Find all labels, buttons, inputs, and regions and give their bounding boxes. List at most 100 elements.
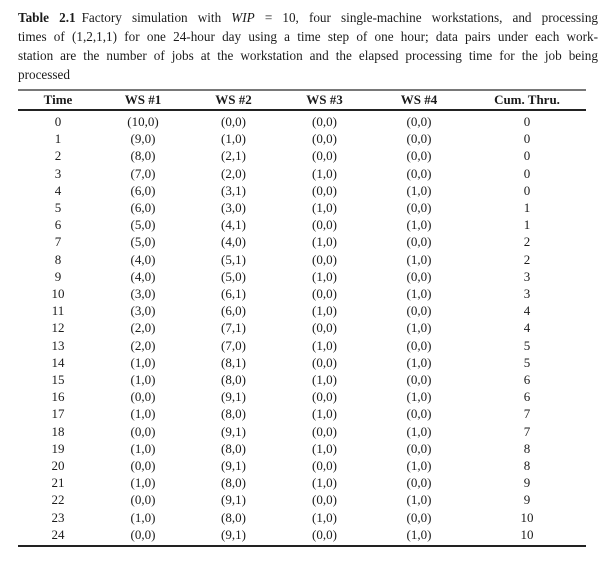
ws2-cell: (7,1) [221, 320, 246, 336]
ws2-cell: (3,1) [221, 182, 246, 198]
time-cell: 22 [51, 492, 65, 508]
ws2-cell: (1,0) [221, 131, 246, 147]
table-row: 17 (1,0) (8,0) (1,0) (0,0) 7 [18, 405, 586, 422]
column-header: Cum. Thru. [494, 92, 560, 107]
cum-thru-cell: 4 [523, 303, 531, 319]
ws1-cell: (3,0) [130, 303, 156, 319]
ws2-cell: (8,0) [221, 372, 246, 388]
ws4-cell: (1,0) [406, 354, 432, 370]
table-row: 22 (0,0) (9,1) (0,0) (1,0) 9 [18, 491, 586, 508]
ws1-cell: (0,0) [130, 458, 156, 474]
table-row: 12 (2,0) (7,1) (0,0) (1,0) 4 [18, 319, 586, 336]
cum-thru-cell: 10 [520, 509, 534, 525]
table-row: 19 (1,0) (8,0) (1,0) (0,0) 8 [18, 440, 586, 457]
ws1-cell: (0,0) [130, 389, 156, 405]
time-cell: 14 [51, 354, 65, 370]
ws1-cell: (10,0) [127, 114, 159, 129]
ws2-cell: (8,1) [221, 354, 246, 370]
cum-thru-cell: 6 [523, 372, 531, 388]
ws3-cell: (1,0) [312, 200, 337, 216]
caption-line-2: times of (1,2,1,1) for one 24-hour day u… [18, 29, 598, 44]
ws2-cell: (5,1) [221, 251, 246, 267]
ws3-cell: (0,0) [312, 458, 337, 474]
ws4-cell: (0,0) [406, 165, 432, 181]
ws3-cell: (0,0) [312, 131, 337, 147]
table-row: 15 (1,0) (8,0) (1,0) (0,0) 6 [18, 371, 586, 388]
ws3-cell: (0,0) [312, 389, 337, 405]
table-row: 14 (1,0) (8,1) (0,0) (1,0) 5 [18, 354, 586, 371]
ws1-cell: (1,0) [130, 509, 156, 525]
ws1-cell: (1,0) [130, 440, 156, 456]
ws4-cell: (1,0) [406, 217, 432, 233]
ws1-cell: (1,0) [130, 354, 156, 370]
cum-thru-cell: 3 [523, 286, 531, 302]
ws4-cell: (1,0) [406, 526, 432, 542]
time-cell: 6 [54, 217, 62, 233]
time-cell: 7 [54, 234, 62, 250]
ws2-cell: (3,0) [221, 200, 246, 216]
ws1-cell: (0,0) [130, 423, 156, 439]
ws4-cell: (0,0) [406, 440, 432, 456]
time-cell: 8 [54, 251, 62, 267]
ws1-cell: (2,0) [130, 337, 156, 353]
table-body: 0 (10,0) (0,0) (0,0) (0,0) 0 1 (9,0) (1,0) (0,0)(… [18, 110, 586, 546]
ws4-cell: (0,0) [406, 475, 432, 491]
table-row: 9 (4,0) (5,0) (1,0) (0,0) 3 [18, 268, 586, 285]
ws1-cell: (1,0) [130, 372, 156, 388]
ws1-cell: (0,0) [130, 526, 156, 542]
ws4-cell: (1,0) [406, 389, 432, 405]
table-row: 24 (0,0) (9,1) (0,0) (1,0) 10 [18, 526, 586, 546]
ws1-cell: (6,0) [130, 200, 156, 216]
ws2-cell: (9,1) [221, 423, 246, 439]
column-header: WS #3 [306, 92, 343, 107]
time-cell: 16 [51, 389, 65, 405]
ws2-cell: (2,0) [221, 165, 246, 181]
ws2-cell: (9,1) [221, 492, 246, 508]
time-cell: 11 [51, 303, 65, 319]
header-row: Time WS #1 WS #2 WS #3 WS #4 Cum. Thru. [18, 90, 586, 110]
ws1-cell: (1,0) [130, 475, 156, 491]
cum-thru-cell: 3 [523, 268, 531, 284]
time-cell: 21 [51, 475, 65, 491]
caption-line-1: Table 2.1 Factory simulation with WIP = 1… [18, 8, 598, 27]
ws2-cell: (6,1) [221, 286, 246, 302]
time-cell: 15 [51, 372, 65, 388]
ws4-cell: (0,0) [406, 234, 432, 250]
ws1-cell: (5,0) [130, 234, 156, 250]
table-row: 0 (10,0) (0,0) (0,0) (0,0) 0 [18, 110, 586, 130]
ws1-cell: (1,0) [130, 406, 156, 422]
time-cell: 4 [54, 182, 62, 198]
cum-thru-cell: 4 [523, 320, 531, 336]
table-row: 18 (0,0) (9,1) (0,0) (1,0) 7 [18, 423, 586, 440]
time-cell: 12 [51, 320, 65, 336]
cum-thru-cell: 5 [523, 337, 531, 353]
ws1-cell: (3,0) [130, 286, 156, 302]
caption-line-4: processed [18, 67, 70, 82]
ws4-cell: (1,0) [406, 423, 432, 439]
ws2-cell: (4,1) [221, 217, 246, 233]
caption-text-b: = 10, four single-machine workstations, … [264, 10, 599, 25]
table-row: 8 (4,0) (5,1) (0,0) (1,0) 2 [18, 251, 586, 268]
ws1-cell: (6,0) [130, 182, 156, 198]
ws4-cell: (0,0) [406, 131, 432, 147]
ws1-cell: (9,0) [130, 131, 156, 147]
time-cell: 19 [51, 440, 65, 456]
ws2-cell: (8,0) [221, 475, 246, 491]
table-row: 6 (5,0) (4,1) (0,0) (1,0) 1 [18, 216, 586, 233]
ws3-cell: (0,0) [312, 182, 337, 198]
table-row: 23 (1,0) (8,0) (1,0) (0,0) 10 [18, 509, 586, 526]
ws4-cell: (0,0) [406, 268, 432, 284]
cum-thru-cell: 5 [523, 354, 531, 370]
ws3-cell: (0,0) [312, 114, 337, 129]
ws4-cell: (0,0) [406, 509, 432, 525]
time-cell: 13 [51, 337, 65, 353]
caption-table-label: Table 2.1 [18, 10, 76, 25]
ws3-cell: (0,0) [312, 217, 337, 233]
ws3-cell: (0,0) [312, 354, 337, 370]
ws1-cell: (8,0) [130, 148, 156, 164]
ws3-cell: (0,0) [312, 423, 337, 439]
ws4-cell: (0,0) [406, 372, 432, 388]
column-header: WS #1 [124, 92, 162, 107]
ws3-cell: (0,0) [312, 526, 337, 542]
